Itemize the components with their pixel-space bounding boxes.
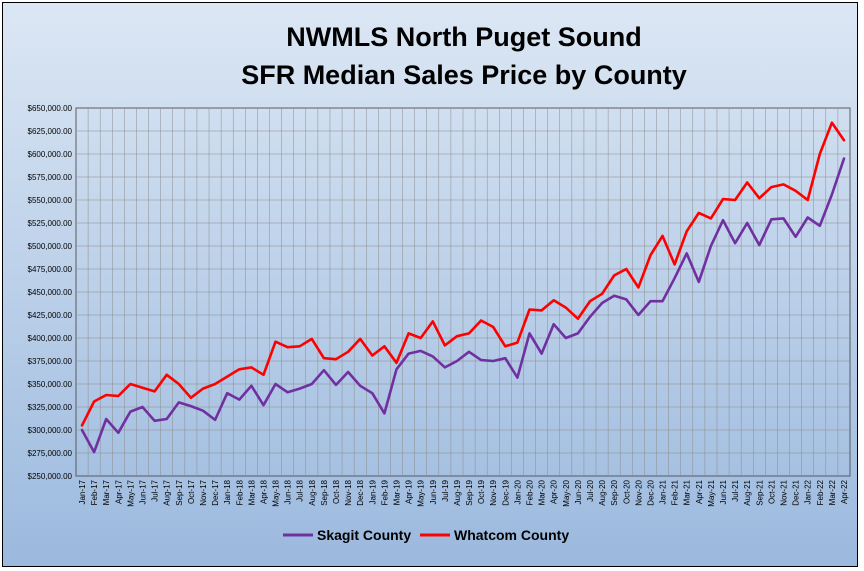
x-tick-label: Jun-20 [574, 479, 583, 504]
x-tick-label: Mar-21 [683, 479, 692, 505]
x-tick-label: Feb-20 [526, 479, 535, 505]
x-tick-label: Aug-18 [308, 479, 317, 505]
x-tick-label: Apr-19 [405, 479, 414, 504]
chart-title-line1: NWMLS North Puget Sound [286, 22, 641, 52]
x-tick-label: Jul-17 [151, 479, 160, 501]
x-tick-label: Oct-19 [477, 479, 486, 504]
x-tick-label: Sep-20 [610, 479, 619, 505]
grid-lines [75, 107, 851, 477]
x-tick-label: Feb-22 [816, 479, 825, 505]
y-tick-label: $325,000.00 [28, 403, 73, 412]
x-tick-label: Dec-17 [211, 479, 220, 505]
x-tick-label: Mar-19 [392, 479, 401, 505]
y-tick-label: $425,000.00 [28, 311, 73, 320]
x-tick-label: Jul-20 [586, 479, 595, 501]
x-tick-label: Nov-20 [634, 479, 643, 505]
x-tick-label: Apr-20 [550, 479, 559, 504]
x-tick-label: Oct-20 [622, 479, 631, 504]
x-tick-label: Jun-18 [284, 479, 293, 504]
x-tick-label: May-20 [562, 479, 571, 506]
y-tick-label: $450,000.00 [28, 288, 73, 297]
x-tick-label: Apr-22 [840, 479, 849, 504]
x-tick-label: Sep-18 [320, 479, 329, 505]
legend: Skagit County Whatcom County [283, 527, 569, 543]
y-tick-label: $525,000.00 [28, 219, 73, 228]
y-tick-label: $625,000.00 [28, 127, 73, 136]
x-tick-label: Apr-21 [695, 479, 704, 504]
legend-whatcom-label: Whatcom County [454, 527, 569, 543]
x-tick-label: May-17 [126, 479, 135, 506]
x-tick-label: Jan-18 [223, 479, 232, 504]
x-tick-label: Jan-20 [513, 479, 522, 504]
x-tick-label: Nov-18 [344, 479, 353, 505]
x-tick-label: Nov-19 [489, 479, 498, 505]
y-tick-label: $550,000.00 [28, 196, 73, 205]
x-tick-label: Apr-18 [259, 479, 268, 504]
skagit-county-line [80, 157, 846, 454]
x-tick-label: Feb-19 [380, 479, 389, 505]
x-tick-label: Sep-17 [175, 479, 184, 505]
x-tick-label: Dec-20 [646, 479, 655, 505]
y-tick-label: $600,000.00 [28, 150, 73, 159]
x-tick-label: Nov-21 [779, 479, 788, 505]
x-tick-label: Aug-21 [743, 479, 752, 505]
x-tick-label: Aug-17 [163, 479, 172, 505]
x-tick-label: May-21 [707, 479, 716, 506]
x-tick-label: Jul-19 [441, 479, 450, 501]
x-tick-label: Jan-22 [804, 479, 813, 504]
x-tick-label: Sep-19 [465, 479, 474, 505]
x-tick-label: Jun-17 [139, 479, 148, 504]
x-axis-tick-labels: Jan-17 Feb-17 Mar-17 Apr-17 May-17 Jun-17 Jul-… [78, 479, 849, 506]
legend-skagit-label: Skagit County [317, 527, 411, 543]
x-tick-label: May-18 [272, 479, 281, 506]
x-tick-label: Mar-17 [102, 479, 111, 505]
x-tick-label: Jun-19 [429, 479, 438, 504]
x-tick-label: Sep-21 [755, 479, 764, 505]
x-tick-label: Mar-18 [247, 479, 256, 505]
y-tick-label: $250,000.00 [28, 472, 73, 481]
x-tick-label: Jul-18 [296, 479, 305, 501]
y-tick-label: $575,000.00 [28, 173, 73, 182]
x-tick-label: Dec-21 [792, 479, 801, 505]
x-tick-label: Apr-17 [114, 479, 123, 504]
y-tick-label: $400,000.00 [28, 334, 73, 343]
y-axis-tick-labels: $250,000.00 $275,000.00 $300,000.00 $325,00… [28, 104, 73, 481]
x-tick-label: Dec-19 [501, 479, 510, 505]
x-tick-label: Jun-21 [719, 479, 728, 504]
x-tick-label: Dec-18 [356, 479, 365, 505]
x-tick-label: Aug-20 [598, 479, 607, 505]
x-tick-label: Jan-21 [659, 479, 668, 504]
series-lines [80, 121, 846, 454]
y-tick-label: $500,000.00 [28, 242, 73, 251]
x-tick-label: May-19 [417, 479, 426, 506]
x-tick-label: Nov-17 [199, 479, 208, 505]
chart-title-line2: SFR Median Sales Price by County [241, 60, 687, 90]
x-tick-label: Jan-19 [368, 479, 377, 504]
x-tick-label: Aug-19 [453, 479, 462, 505]
y-tick-label: $300,000.00 [28, 426, 73, 435]
x-tick-label: Mar-20 [538, 479, 547, 505]
x-tick-label: Oct-21 [767, 479, 776, 504]
y-tick-label: $375,000.00 [28, 357, 73, 366]
x-tick-label: Mar-22 [828, 479, 837, 505]
x-tick-label: Oct-17 [187, 479, 196, 504]
y-tick-label: $350,000.00 [28, 380, 73, 389]
y-tick-label: $475,000.00 [28, 265, 73, 274]
y-tick-label: $650,000.00 [28, 104, 73, 113]
y-tick-label: $275,000.00 [28, 449, 73, 458]
x-tick-label: Jan-17 [78, 479, 87, 504]
x-tick-label: Feb-18 [235, 479, 244, 505]
x-tick-label: Jul-21 [731, 479, 740, 501]
x-tick-label: Oct-18 [332, 479, 341, 504]
x-tick-label: Feb-17 [90, 479, 99, 505]
x-tick-label: Feb-21 [671, 479, 680, 505]
whatcom-county-line [80, 121, 846, 427]
